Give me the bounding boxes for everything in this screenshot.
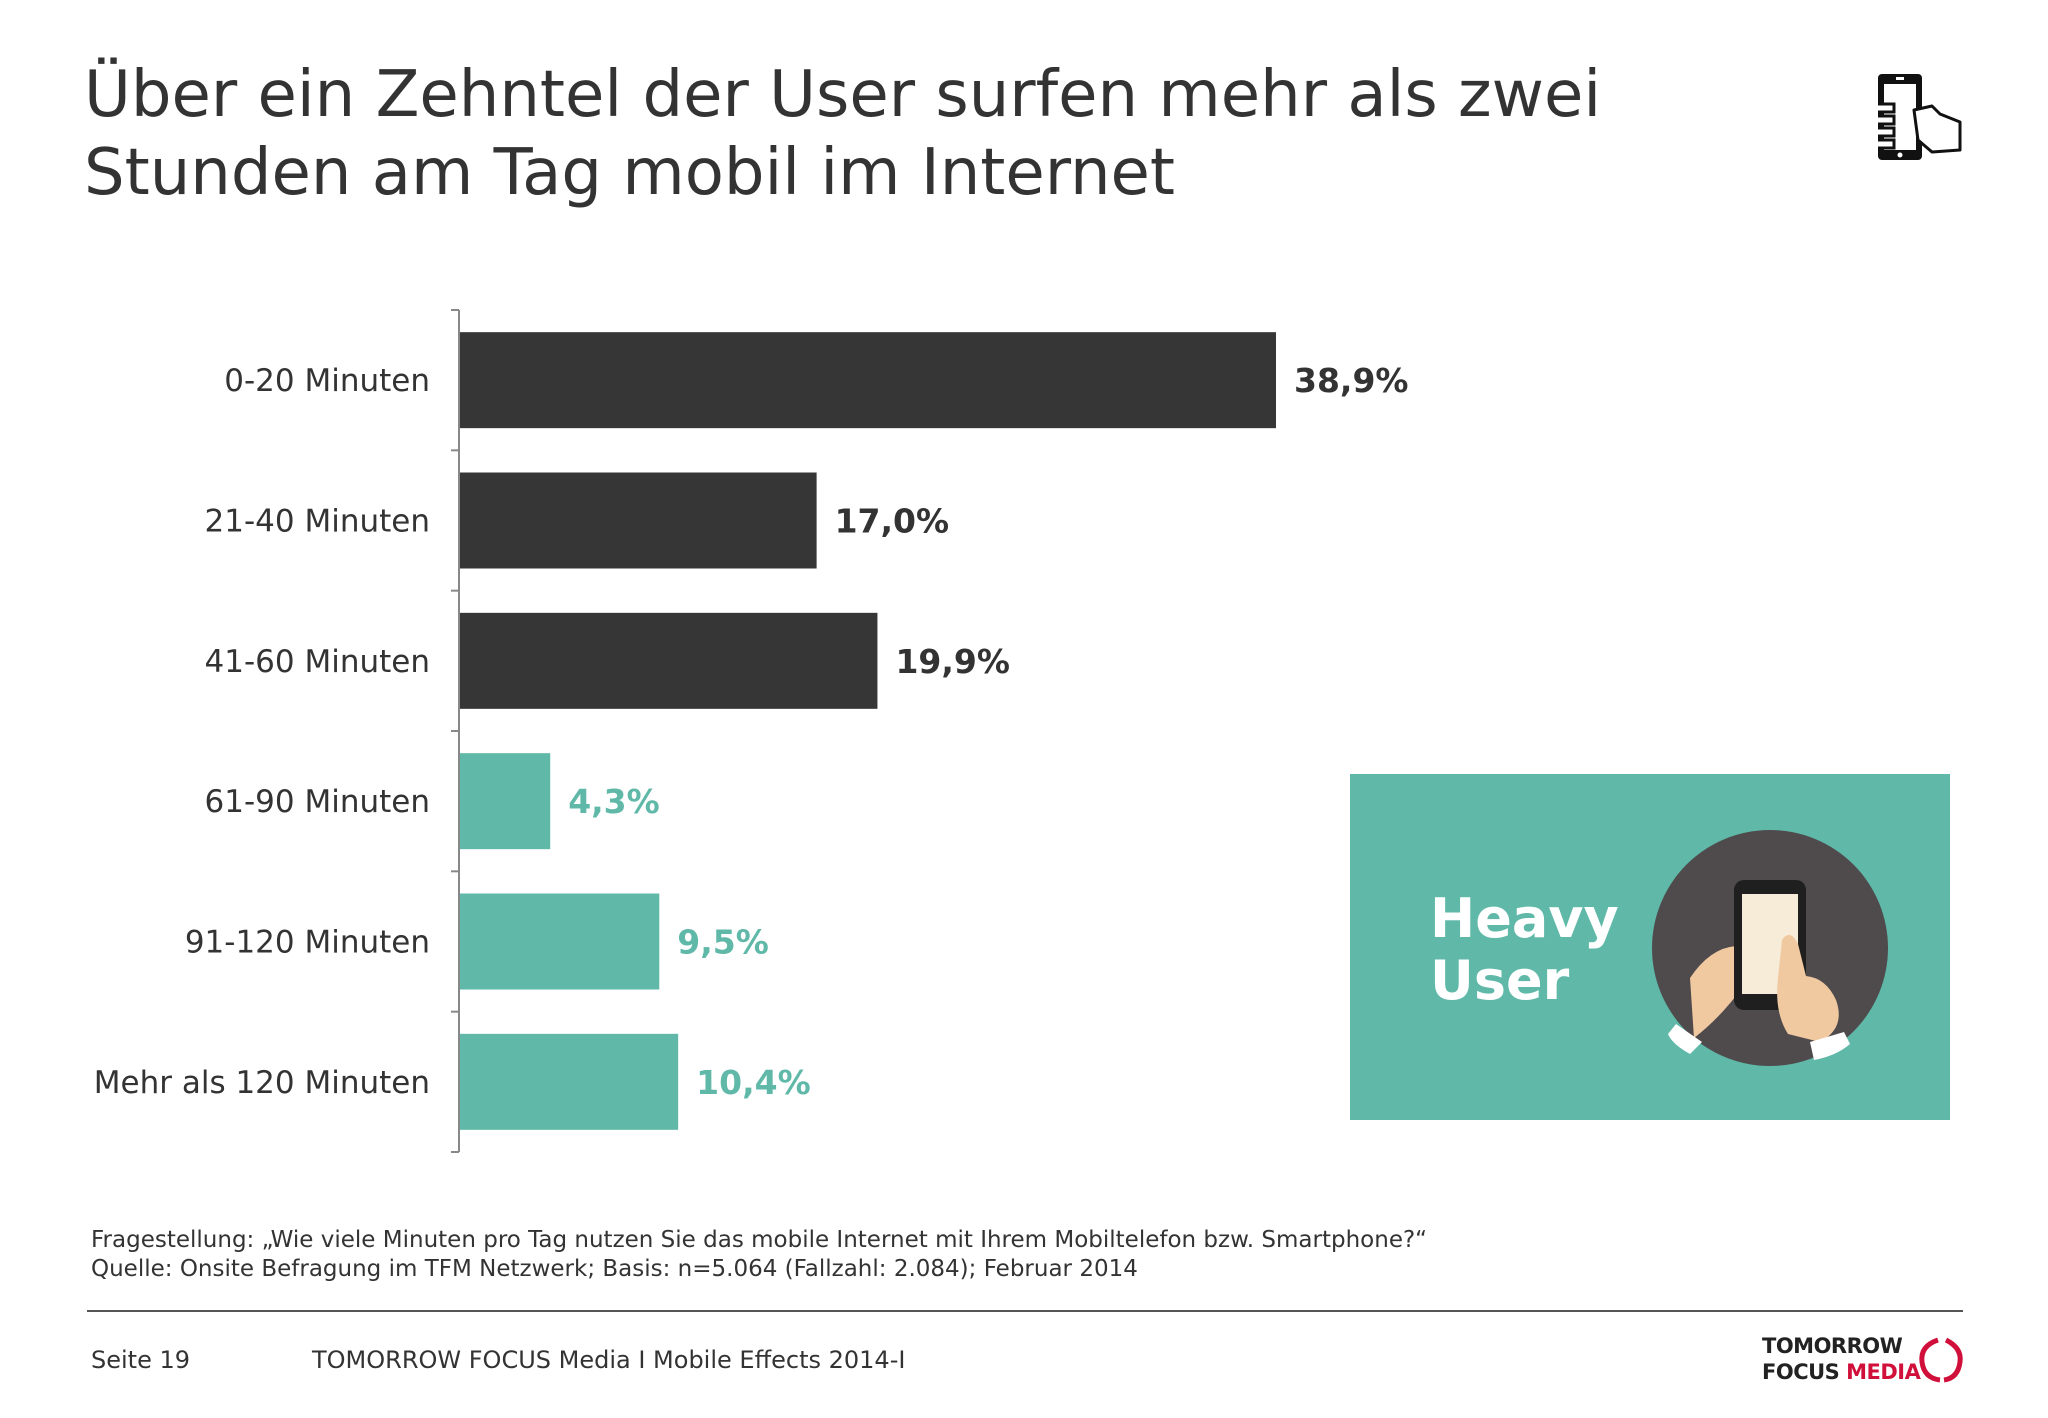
value-label-6: 10,4% — [696, 1063, 811, 1102]
bar-4 — [460, 753, 551, 850]
category-label-2: 21-40 Minuten — [205, 504, 430, 540]
value-label-4: 4,3% — [568, 782, 660, 821]
page-number: Seite 19 — [91, 1346, 191, 1374]
company-logo: TOMORROW FOCUS MEDIA — [1762, 1334, 1972, 1386]
hands-using-smartphone-icon — [1652, 830, 1888, 1066]
logo-line-2: FOCUS MEDIA — [1762, 1360, 1921, 1384]
value-label-2: 17,0% — [835, 502, 950, 541]
bar-5 — [460, 893, 660, 990]
category-label-1: 0-20 Minuten — [224, 363, 430, 399]
heavy-user-label: Heavy User — [1430, 888, 1619, 1012]
source-text: Quelle: Onsite Befragung im TFM Netzwerk… — [91, 1256, 1138, 1282]
footer-source: TOMORROW FOCUS Media I Mobile Effects 20… — [312, 1346, 906, 1374]
hand-holding-smartphone-icon — [1878, 74, 1962, 160]
page-title: Über ein Zehntel der User surfen mehr al… — [84, 56, 1644, 212]
category-label-4: 61-90 Minuten — [205, 784, 430, 820]
category-label-5: 91-120 Minuten — [185, 925, 430, 961]
bar-3 — [460, 612, 878, 709]
value-label-3: 19,9% — [895, 642, 1010, 681]
heavy-user-line-2: User — [1430, 949, 1570, 1012]
logo-media: MEDIA — [1846, 1360, 1921, 1384]
logo-mark-icon — [1919, 1337, 1963, 1383]
question-text: Fragestellung: „Wie viele Minuten pro Ta… — [91, 1227, 1428, 1253]
bar-2 — [460, 472, 817, 569]
logo-line-1: TOMORROW — [1762, 1334, 1903, 1358]
footer-divider — [87, 1310, 1963, 1312]
page-title-line-2: Stunden am Tag mobil im Internet — [84, 136, 1175, 210]
bar-6 — [460, 1033, 679, 1130]
heavy-user-line-1: Heavy — [1430, 887, 1619, 950]
bar-1 — [460, 332, 1276, 429]
category-label-6: Mehr als 120 Minuten — [94, 1065, 430, 1101]
logo-focus: FOCUS — [1762, 1360, 1840, 1384]
heavy-user-callout: Heavy User — [1350, 774, 1950, 1120]
page-title-line-1: Über ein Zehntel der User surfen mehr al… — [84, 58, 1602, 132]
value-label-5: 9,5% — [677, 923, 769, 962]
chart-notes: Fragestellung: „Wie viele Minuten pro Ta… — [91, 1226, 1591, 1284]
category-label-3: 41-60 Minuten — [205, 644, 430, 680]
value-label-1: 38,9% — [1294, 361, 1409, 400]
